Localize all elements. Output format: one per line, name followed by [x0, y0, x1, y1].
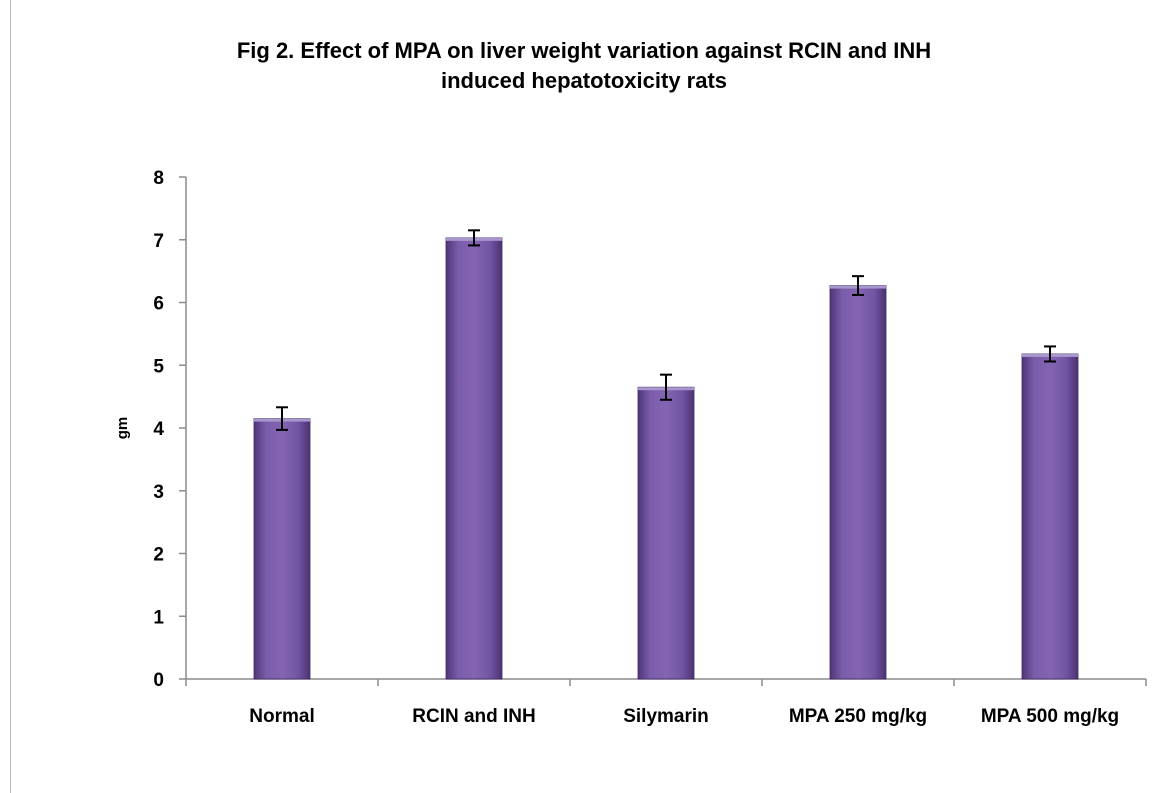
y-tick-label: 7	[153, 231, 164, 252]
x-category-label: RCIN and INH	[412, 706, 536, 727]
bar	[445, 237, 503, 680]
x-category-label: MPA 250 mg/kg	[789, 706, 927, 727]
chart-title-line-2: induced hepatotoxicity rats	[441, 68, 727, 93]
y-tick-label: 6	[153, 294, 164, 315]
bar	[253, 418, 311, 680]
y-tick-label: 1	[153, 607, 164, 628]
y-tick-label: 5	[153, 356, 164, 377]
y-tick-label: 4	[153, 419, 164, 440]
y-tick-label: 2	[153, 545, 164, 566]
y-tick-label: 3	[153, 482, 164, 503]
chart-frame	[10, 0, 1170, 793]
x-category-label: Silymarin	[623, 706, 709, 727]
x-category-label: Normal	[249, 706, 314, 727]
bar	[829, 285, 887, 680]
bar	[1021, 353, 1079, 680]
bar	[637, 386, 695, 680]
y-tick-label: 8	[153, 168, 164, 189]
chart-title-line-1: Fig 2. Effect of MPA on liver weight var…	[237, 38, 931, 63]
plot-area: 0 1 2 3 4 5 6 7 8 Normal RCIN and INH Silymarin MPA …	[153, 168, 1147, 727]
x-category-label: MPA 500 mg/kg	[981, 706, 1119, 727]
y-tick-label: 0	[153, 670, 164, 691]
y-axis-label: gm	[114, 417, 131, 440]
